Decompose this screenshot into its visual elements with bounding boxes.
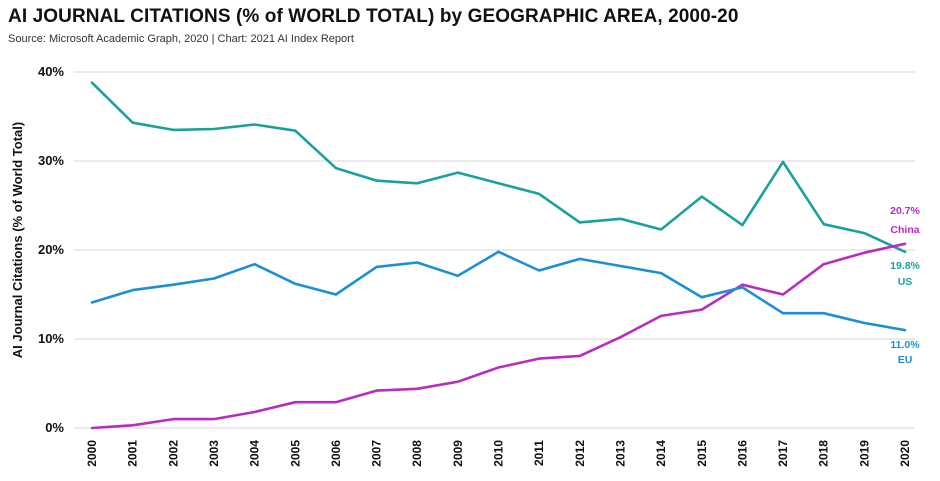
end-value-label-china: 20.7% <box>890 205 920 217</box>
x-tick-label-2001: 2001 <box>126 440 140 467</box>
x-tick-label-2010: 2010 <box>492 440 506 467</box>
x-tick-label-2011: 2011 <box>532 440 546 466</box>
x-tick-label-2009: 2009 <box>451 440 465 467</box>
x-tick-label-2003: 2003 <box>207 440 221 467</box>
end-value-label-eu: 11.0% <box>890 339 920 351</box>
y-axis-title: AI Journal Citations (% of World Total) <box>10 122 25 358</box>
y-tick-label-30: 30% <box>38 153 64 168</box>
y-tick-label-10: 10% <box>38 331 64 346</box>
chart-subtitle: Source: Microsoft Academic Graph, 2020 |… <box>8 33 354 45</box>
x-tick-label-2017: 2017 <box>776 440 790 467</box>
x-tick-label-2019: 2019 <box>857 440 871 467</box>
x-tick-label-2008: 2008 <box>410 440 424 467</box>
x-tick-label-2005: 2005 <box>288 440 302 467</box>
x-tick-label-2004: 2004 <box>248 440 262 467</box>
x-tick-label-2000: 2000 <box>85 440 99 467</box>
x-tick-label-2016: 2016 <box>735 440 749 467</box>
y-tick-label-0: 0% <box>45 420 64 435</box>
end-value-label-us: 19.8% <box>890 260 920 272</box>
series-line-eu <box>90 250 907 332</box>
series-name-label-eu: EU <box>898 354 913 366</box>
series-name-label-china: China <box>890 224 919 236</box>
x-tick-label-2014: 2014 <box>654 440 668 467</box>
x-tick-label-2012: 2012 <box>573 440 587 467</box>
x-tick-label-2006: 2006 <box>329 440 343 467</box>
series-line-us <box>90 81 907 254</box>
x-tick-label-2018: 2018 <box>817 440 831 467</box>
series-line-china <box>90 242 907 430</box>
x-tick-label-2002: 2002 <box>166 440 180 467</box>
x-tick-label-2020: 2020 <box>898 440 912 467</box>
x-tick-label-2007: 2007 <box>370 440 384 467</box>
series-name-label-us: US <box>898 276 913 288</box>
x-tick-label-2013: 2013 <box>613 440 627 467</box>
y-tick-label-40: 40% <box>38 64 64 79</box>
chart-title: AI JOURNAL CITATIONS (% of WORLD TOTAL) … <box>8 6 739 27</box>
y-tick-label-20: 20% <box>38 242 64 257</box>
x-tick-label-2015: 2015 <box>695 440 709 467</box>
